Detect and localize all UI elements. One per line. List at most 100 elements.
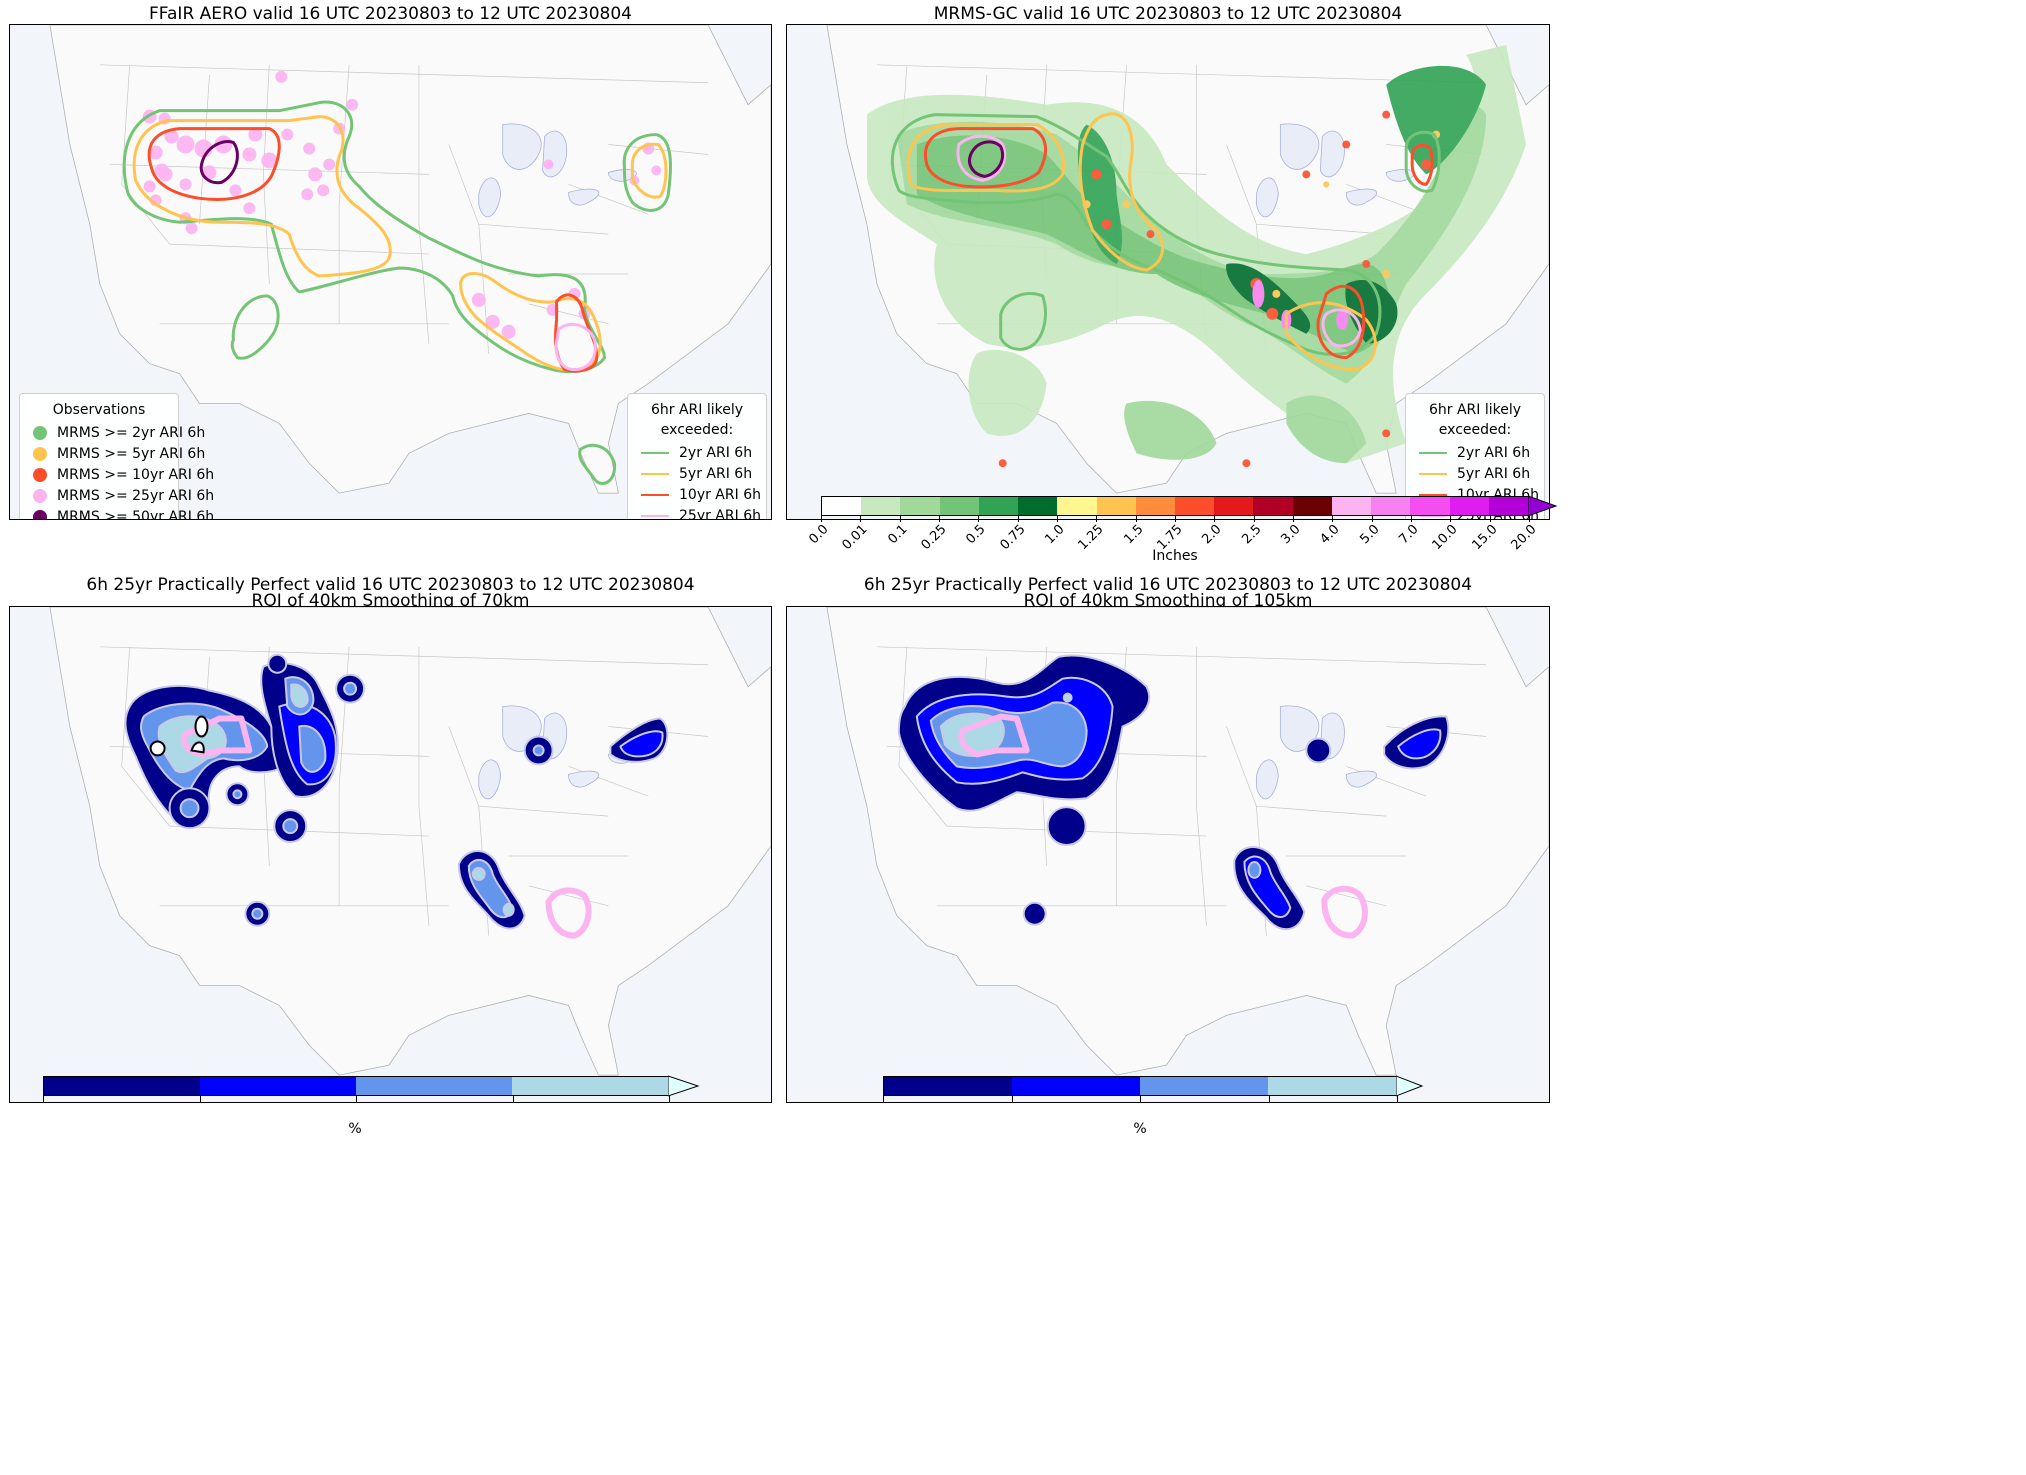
colorbar-segment bbox=[1253, 497, 1293, 515]
obs-legend-marker bbox=[33, 425, 47, 440]
colorbar-tick bbox=[1175, 516, 1176, 522]
colorbar-segment bbox=[1057, 497, 1097, 515]
contour-2yr-nm bbox=[230, 294, 280, 360]
colorbar-segment bbox=[1371, 497, 1411, 515]
obs-legend-item: MRMS >= 50yr ARI 6h bbox=[29, 506, 214, 519]
contour-2yr-fl bbox=[578, 443, 616, 485]
colorbar-tick bbox=[1011, 1096, 1013, 1102]
ari-legend-title: 6hr ARI likely exceeded: bbox=[1428, 402, 1522, 438]
colorbar-segment bbox=[1174, 497, 1215, 515]
colorbar-segment bbox=[1012, 1077, 1140, 1095]
colorbar-tick-label: 5 bbox=[855, 1102, 894, 1103]
obs-legend-label: MRMS >= 2yr ARI 6h bbox=[57, 424, 206, 441]
basemap-land-ocean bbox=[10, 607, 771, 1102]
ari-legend-label: 5yr ARI 6h bbox=[1457, 465, 1531, 482]
ari-legend-label: 2yr ARI 6h bbox=[1457, 444, 1531, 461]
panel3-basemap bbox=[10, 607, 771, 1102]
colorbar-segment bbox=[1292, 497, 1332, 515]
ari-legend-item: 5yr ARI 6h bbox=[1415, 463, 1535, 484]
observations-legend-title: Observations bbox=[52, 402, 146, 418]
colorbar-tick bbox=[1017, 516, 1019, 522]
colorbar-tick bbox=[860, 516, 862, 522]
colorbar-segment bbox=[356, 1077, 512, 1095]
contour-2yr-ne bbox=[622, 133, 672, 212]
colorbar-segment bbox=[1331, 497, 1372, 515]
pct-colorbar-panel3: 515254070 bbox=[43, 1075, 723, 1103]
colorbar-segment bbox=[200, 1077, 356, 1095]
colorbar-tick bbox=[883, 1096, 884, 1102]
pct-colorbar-boxes bbox=[883, 1076, 1397, 1096]
colorbar-tick-label: 25 bbox=[1112, 1102, 1151, 1103]
colorbar-segment bbox=[939, 497, 979, 515]
pct-colorbar-unit-panel3: % bbox=[348, 1121, 362, 1137]
colorbar-segment bbox=[822, 497, 862, 515]
panel3-title-line1: 6h 25yr Practically Perfect valid 16 UTC… bbox=[86, 575, 695, 595]
colorbar-tick bbox=[899, 516, 901, 522]
colorbar-tick bbox=[1332, 516, 1334, 522]
obs-legend-label: MRMS >= 50yr ARI 6h bbox=[57, 508, 215, 520]
observations-legend: Observations MRMS >= 2yr ARI 6h MRMS >= 5… bbox=[19, 393, 214, 519]
obs-legend-label: MRMS >= 5yr ARI 6h bbox=[57, 445, 206, 462]
colorbar-tick bbox=[1140, 1096, 1141, 1102]
obs-legend-label: MRMS >= 25yr ARI 6h bbox=[57, 487, 215, 504]
panel2-map: 6hr ARI likely exceeded: 2yr ARI 6h 5yr A… bbox=[786, 24, 1550, 520]
ari-legend-label: 2yr ARI 6h bbox=[679, 444, 753, 461]
precip-colorbar: Inches 0.0 0.01 0.1 0.25 0.5 0.75 1.0 1.25 1.5 1.… bbox=[806, 495, 1558, 564]
colorbar-tick-label: 70 bbox=[1369, 1102, 1408, 1103]
colorbar-tick bbox=[1411, 516, 1412, 522]
colorbar-tick-label: 15 bbox=[983, 1102, 1022, 1103]
colorbar-segment bbox=[1140, 1077, 1268, 1095]
ari-legend-item: 10yr ARI 6h bbox=[637, 484, 761, 505]
ari-legend-line bbox=[641, 493, 669, 496]
panel4-map: 5 15 25 40 70 bbox=[786, 606, 1550, 1103]
pct-colorbar-panel4: 515254070 bbox=[883, 1075, 1443, 1103]
colorbar-segment bbox=[884, 1077, 1012, 1095]
colorbar-tick bbox=[512, 1096, 514, 1102]
colorbar-tick bbox=[356, 1096, 357, 1102]
ari-legend-label: 10yr ARI 6h bbox=[679, 486, 761, 503]
ari-legend-item: 2yr ARI 6h bbox=[1415, 442, 1535, 463]
ari-legend-label: 25yr ARI 6h bbox=[679, 507, 761, 520]
ari-legend-label: 5yr ARI 6h bbox=[679, 465, 753, 482]
ari-legend-item: 25yr ARI 6h bbox=[637, 505, 761, 519]
colorbar-segment bbox=[900, 497, 940, 515]
colorbar-segment bbox=[1214, 497, 1254, 515]
colorbar-segment bbox=[978, 497, 1019, 515]
pct-colorbar-extend-arrow bbox=[668, 1075, 700, 1097]
contour-25yr-se bbox=[554, 322, 597, 372]
precip-colorbar-extend-arrow bbox=[1528, 495, 1558, 517]
ari-legend-line bbox=[1419, 451, 1447, 454]
obs-legend-label: MRMS >= 10yr ARI 6h bbox=[57, 466, 215, 483]
panel4-title-line1: 6h 25yr Practically Perfect valid 16 UTC… bbox=[863, 575, 1473, 595]
colorbar-tick bbox=[1529, 516, 1530, 522]
colorbar-tick-label: 5 bbox=[15, 1102, 54, 1103]
colorbar-tick bbox=[1268, 1096, 1270, 1102]
colorbar-tick bbox=[978, 516, 980, 522]
colorbar-tick bbox=[1397, 1096, 1398, 1102]
colorbar-segment bbox=[1449, 497, 1489, 515]
pp-probabilities-70km bbox=[124, 653, 669, 930]
contour-5yr-main bbox=[132, 115, 392, 278]
colorbar-tick bbox=[1057, 516, 1058, 522]
colorbar-tick bbox=[1253, 516, 1255, 522]
colorbar-segment bbox=[1268, 1077, 1396, 1095]
obs-legend-item: MRMS >= 2yr ARI 6h bbox=[29, 422, 205, 443]
colorbar-tick bbox=[1096, 516, 1098, 522]
ari-legend-item: 2yr ARI 6h bbox=[637, 442, 757, 463]
ari-legend-line bbox=[641, 451, 669, 454]
pp-25yr-outlook-se bbox=[545, 887, 592, 939]
colorbar-segment bbox=[1096, 497, 1136, 515]
obs-legend-marker bbox=[33, 446, 47, 461]
ari-legend-panel1: 6hr ARI likely exceeded: 2yr ARI 6h 5yr A… bbox=[627, 393, 767, 519]
obs-legend-marker bbox=[33, 488, 47, 503]
precip-colorbar-unit: Inches bbox=[1152, 548, 1198, 564]
colorbar-segment bbox=[1488, 497, 1528, 515]
obs-legend-marker bbox=[33, 467, 47, 482]
pp-probabilities-105km bbox=[897, 654, 1450, 930]
pct-colorbar-extend-arrow bbox=[1396, 1075, 1424, 1097]
obs-legend-marker bbox=[33, 509, 47, 519]
colorbar-segment bbox=[512, 1077, 668, 1095]
pp-25yr-outlook-west bbox=[958, 713, 1030, 758]
colorbar-tick-label: 70 bbox=[641, 1102, 680, 1103]
colorbar-tick bbox=[1450, 516, 1452, 522]
